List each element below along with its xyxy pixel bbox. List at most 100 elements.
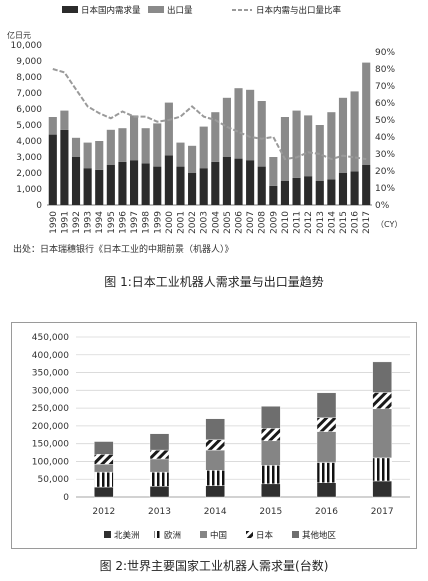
figure-1-caption: 图 1:日本工业机器人需求量与出口量趋势: [104, 275, 324, 289]
y-tick-label: 50,000: [38, 475, 70, 485]
x-tick-label: 2015: [259, 507, 282, 517]
legend-label: 中国: [210, 530, 227, 541]
bar-domestic: [280, 181, 290, 205]
left-axis-unit: 亿日元: [7, 30, 31, 40]
y2-tick-label: 70%: [375, 82, 395, 92]
legend-label: 欧洲: [164, 530, 181, 541]
y-tick-label: 5,000: [16, 121, 42, 131]
x-tick-label: 2013: [148, 507, 171, 517]
figure-2-caption: 图 2:世界主要国家工业机器人需求量(台数): [99, 559, 329, 573]
source-note: 出处：日本瑞穗银行《日本工业的中期前景（机器人）》: [13, 243, 234, 255]
x-tick-label: 2003: [200, 211, 210, 234]
x-tick-label: 2008: [258, 211, 268, 234]
bar-japan: [261, 428, 281, 442]
bar-export: [292, 110, 301, 178]
bar-north-america: [149, 486, 170, 498]
bar-japan: [94, 454, 114, 465]
x-tick-label: 2017: [371, 507, 394, 517]
x-tick-label: 1999: [153, 211, 163, 234]
bar-export: [350, 91, 359, 172]
x-tick-label: 1991: [60, 211, 70, 234]
bar-export: [327, 112, 336, 180]
bar-other: [372, 361, 392, 393]
y-tick-label: 2,000: [16, 169, 42, 179]
x-tick-label: 2010: [281, 211, 291, 234]
bar-export: [234, 88, 243, 159]
bar-domestic: [257, 166, 266, 205]
x-tick-label: 2009: [269, 211, 279, 234]
x-tick-label: 2015: [339, 211, 349, 234]
bar-domestic: [83, 168, 92, 205]
bar-china: [94, 464, 114, 473]
legend-swatch: [246, 531, 253, 538]
y-tick-label: 350,000: [32, 369, 69, 379]
x-tick-label: 1993: [84, 211, 94, 234]
x-tick-label: 2016: [351, 211, 361, 234]
y-tick-label: 300,000: [32, 386, 69, 396]
bar-domestic: [95, 169, 104, 205]
bar-export: [246, 89, 255, 161]
legend-label: 其他地区: [302, 530, 337, 541]
bar-domestic: [350, 171, 359, 205]
bar-japan: [149, 449, 170, 460]
figure-1: 日本国内需求量 出口量 日本内需与出口量比率 亿日元 0 1,000 2,000 3,000 4…: [0, 0, 428, 268]
bar-domestic: [141, 163, 150, 205]
y2-tick-label: 50%: [375, 116, 395, 126]
bar-export: [129, 115, 139, 161]
y-tick-label: 1,000: [16, 185, 42, 195]
legend-label: 日本: [256, 530, 274, 541]
ratio-line: [52, 68, 367, 161]
bar-domestic: [327, 179, 336, 205]
bar-domestic: [269, 185, 278, 205]
bar-domestic: [304, 176, 313, 205]
chart-2-canvas: 0 50,000 100,000 150,000 200,000 250,000 300,0…: [32, 333, 410, 541]
x-tick-label: 2013: [316, 211, 326, 234]
bar-japan: [316, 417, 337, 432]
bar-export: [164, 102, 173, 156]
bar-export: [141, 128, 150, 164]
bar-domestic: [71, 157, 81, 205]
y2-tick-label: 90%: [375, 48, 395, 58]
bar-export: [118, 128, 127, 162]
bar-domestic: [292, 177, 301, 205]
legend-label: 北美洲: [114, 530, 140, 541]
bar-other: [205, 418, 225, 440]
x-tick-label: 1994: [95, 211, 105, 234]
legend-label-ratio: 日本内需与出口量比率: [256, 5, 342, 16]
y-tick-label: 0: [36, 201, 42, 211]
bar-domestic: [199, 168, 208, 205]
x-tick-label: 2004: [211, 211, 221, 234]
y-tick-label: 150,000: [32, 440, 69, 450]
bar-export: [257, 101, 266, 167]
bar-domestic: [188, 173, 197, 205]
bar-domestic: [338, 173, 348, 205]
x-tick-label: 1996: [118, 211, 128, 234]
x-tick-label: 2000: [165, 211, 175, 234]
bar-north-america: [316, 482, 337, 498]
y2-tick-label: 80%: [375, 65, 395, 75]
x-tick-label: 2014: [327, 211, 337, 234]
bar-export: [269, 157, 278, 186]
bar-china: [372, 408, 392, 459]
bar-domestic: [315, 181, 324, 205]
bar-export: [362, 62, 371, 165]
x-tick-label: 1997: [130, 211, 140, 234]
legend-swatch: [292, 531, 299, 538]
x-tick-label: 1995: [107, 211, 117, 234]
x-tick-label: 2005: [223, 211, 233, 234]
bar-north-america: [94, 486, 114, 498]
y-tick-label: 0: [63, 493, 69, 503]
bar-domestic: [106, 165, 115, 205]
bar-europe: [94, 471, 114, 488]
y-tick-label: 450,000: [32, 333, 69, 343]
x-tick-label: 2012: [92, 507, 115, 517]
bar-domestic: [48, 134, 57, 205]
x-tick-label: 1992: [72, 211, 82, 234]
bar-export: [304, 115, 313, 177]
y-tick-label: 3,000: [16, 153, 42, 163]
legend-swatch: [104, 531, 111, 538]
x-tick-label: 1990: [49, 211, 59, 234]
bar-europe: [205, 470, 225, 486]
bar-domestic: [60, 129, 69, 205]
